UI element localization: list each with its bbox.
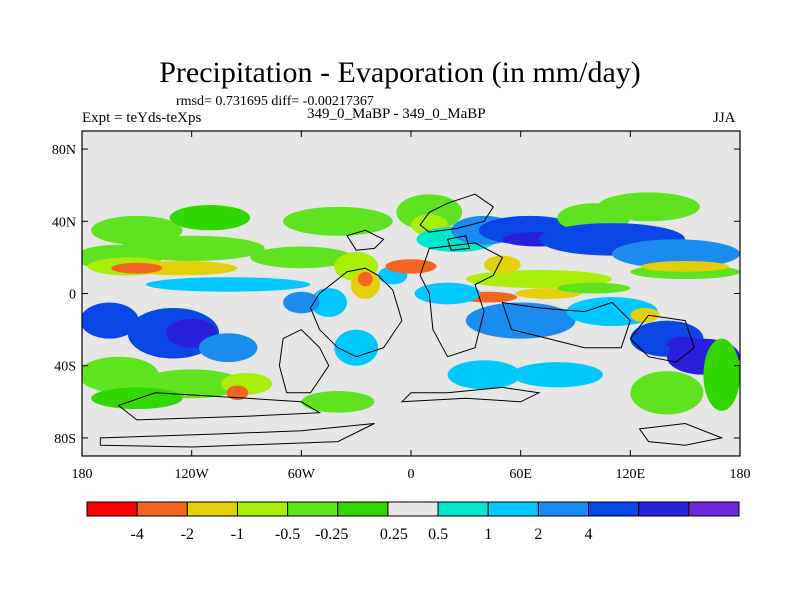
x-tick-label: 180 [72,467,93,482]
coastline [419,242,504,358]
field-cell [612,239,740,269]
coastline [501,301,631,349]
colorbar-label: -2 [181,526,194,543]
colorbar-label: -0.5 [275,526,300,543]
field-cell [283,206,393,236]
coastline [629,314,695,363]
stats-text: rmsd= 0.731695 diff= -0.00217367 [176,94,374,109]
colorbar-box [86,501,138,517]
coastline [419,193,494,233]
x-tick-label: 0 [408,467,415,482]
field-cell [169,205,251,231]
y-tick-label: 40N [52,215,76,230]
coastline [446,235,471,251]
field-cell [385,259,437,274]
field-cell [82,356,159,393]
season-label: JJA [713,110,736,126]
field-cell [111,262,163,274]
axis-ticks: 180 120W 60W 0 60E 120E 180 80N 40N 0 40S 80S [52,131,751,482]
coastline [638,422,724,446]
field-cell [226,385,249,401]
field-cell [630,307,660,323]
colorbar-box [387,501,439,517]
colorbar-label: 4 [585,526,593,543]
case-label: 349_0_MaBP - 349_0_MaBP [307,106,486,122]
field-cell [630,371,704,415]
coastline-layer [99,193,724,448]
x-tick-label: 120E [616,467,646,482]
colorbar-label: 0.5 [428,526,448,543]
y-tick-label: 0 [69,288,76,303]
field-cell [82,302,139,339]
colorbar-box [287,501,339,517]
field-cell [357,271,373,287]
colorbar-box [588,501,640,517]
field-cell [414,282,481,305]
field-cell [641,261,730,272]
coastline [400,386,541,403]
coastline [117,392,322,421]
field-cell [597,192,700,222]
field-cell [511,362,603,388]
field-cell [118,235,265,261]
colorbar-box [537,501,590,517]
y-tick-label: 40S [54,360,76,375]
coastline [346,229,385,251]
x-tick-label: 60W [288,467,316,482]
colorbar-box [186,501,238,517]
experiment-label: Expt = teYds-teXps [82,110,202,126]
colorbar-box [487,501,539,517]
coastline [99,423,375,448]
coastline [278,328,330,394]
field-cell [484,255,521,274]
colorbar: -4 -2 -1 -0.5 -0.25 0.25 0.5 1 2 4 [86,501,740,543]
colorbar-label: 2 [534,526,542,543]
x-tick-label: 180 [730,467,751,482]
field-cell [91,387,183,410]
field-cell [301,391,375,413]
colorbar-box [136,501,188,517]
map-background [82,131,740,456]
y-tick-label: 80S [54,432,76,447]
chart-title: Precipitation - Evaporation (in mm/day) [159,56,641,89]
colorbar-label: -4 [130,526,143,543]
colorbar-box [688,501,740,517]
field-cell [198,333,258,363]
colorbar-box [638,501,690,517]
coastline [309,267,403,358]
field-cell [557,282,631,294]
field-cell [310,288,348,317]
x-tick-label: 120W [175,467,210,482]
field-cell [334,329,379,366]
field-cell [465,302,576,339]
field-cell [447,360,521,390]
y-tick-label: 80N [52,143,76,158]
colorbar-box [337,501,389,517]
colorbar-label: -1 [231,526,244,543]
colorbar-box [437,501,489,517]
colorbar-label: 0.25 [380,526,408,543]
field-layer [82,192,740,415]
field-cell [250,246,353,269]
colorbar-label: 1 [484,526,492,543]
colorbar-label: -0.25 [315,526,348,543]
field-cell [703,338,740,411]
x-tick-label: 60E [509,467,532,482]
colorbar-box [236,501,289,517]
field-cell [145,277,311,292]
